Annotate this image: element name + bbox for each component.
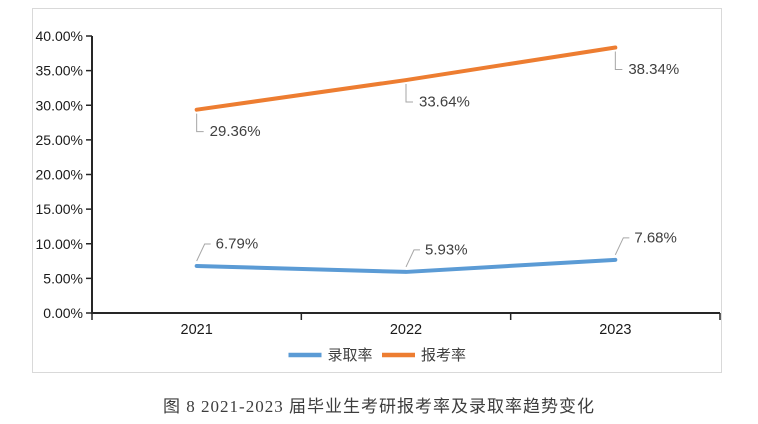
legend: 录取率 报考率	[288, 347, 466, 364]
y-tick-label: 0.00%	[43, 305, 83, 321]
data-label: 38.34%	[628, 61, 679, 78]
y-tick-label: 35.00%	[36, 63, 83, 79]
label-leader-line	[196, 113, 204, 133]
y-tick-label: 40.00%	[36, 28, 83, 44]
y-tick-label: 15.00%	[36, 201, 83, 217]
data-label: 5.93%	[425, 241, 468, 258]
application-rate-data-labels: 29.36% 33.64% 38.34%	[196, 51, 679, 140]
admission-rate-line	[194, 257, 618, 274]
line-chart: 0.00% 5.00% 10.00% 15.00% 20.00% 25.00% 30.00%…	[36, 28, 721, 364]
label-leader-line	[405, 249, 420, 268]
label-leader-line	[196, 243, 211, 262]
admission-rate-data-labels: 6.79% 5.93% 7.68%	[196, 229, 677, 268]
y-tick-label: 10.00%	[36, 236, 83, 252]
admission-rate-legend-label: 录取率	[328, 347, 373, 364]
x-axis: 2021 2022 2023	[91, 313, 721, 338]
x-tick-label: 2021	[181, 322, 213, 338]
y-tick-label: 20.00%	[36, 167, 83, 183]
figure-caption: 图 8 2021-2023 届毕业生考研报考率及录取率趋势变化	[163, 397, 595, 416]
data-label: 29.36%	[210, 123, 261, 140]
x-tick-label: 2023	[599, 322, 631, 338]
data-label: 33.64%	[419, 94, 470, 111]
label-leader-line	[405, 84, 413, 103]
y-tick-label: 25.00%	[36, 132, 83, 148]
y-axis: 0.00% 5.00% 10.00% 15.00% 20.00% 25.00% 30.00%…	[36, 28, 92, 321]
label-leader-line	[614, 51, 623, 70]
y-tick-label: 30.00%	[36, 97, 83, 113]
data-label: 6.79%	[216, 235, 259, 252]
application-rate-line	[194, 45, 618, 112]
y-tick-label: 5.00%	[43, 270, 83, 286]
application-rate-legend-label: 报考率	[421, 347, 466, 364]
x-tick-label: 2022	[390, 322, 422, 338]
label-leader-line	[614, 237, 630, 256]
chart-container: 0.00% 5.00% 10.00% 15.00% 20.00% 25.00% 30.00%…	[32, 8, 722, 373]
data-label: 7.68%	[634, 229, 677, 246]
